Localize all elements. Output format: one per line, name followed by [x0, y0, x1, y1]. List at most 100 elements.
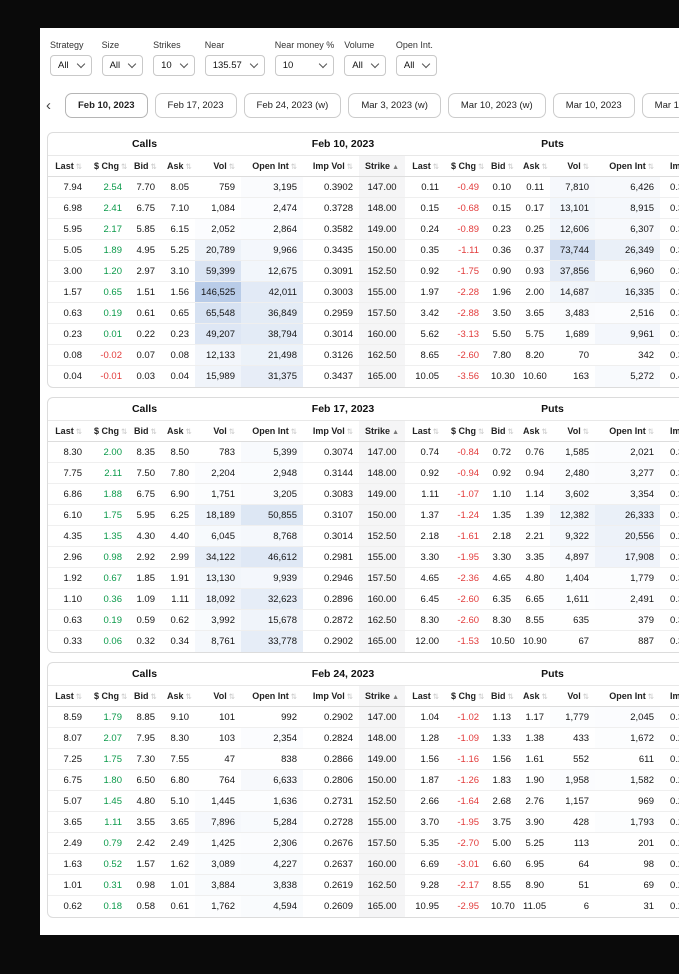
puts-group-header: Puts: [445, 133, 661, 156]
column-header-bid-puts[interactable]: Bid ⇅: [485, 421, 518, 442]
sort-icon: ⇅: [75, 162, 82, 171]
column-header-ask-puts[interactable]: Ask ⇅: [517, 421, 551, 442]
column-header-bid-puts[interactable]: Bid ⇅: [485, 686, 518, 707]
column-header-vol[interactable]: Vol ⇅: [195, 156, 241, 177]
sort-icon: ⇅: [228, 427, 235, 436]
sort-icon: ⇅: [432, 162, 440, 171]
filter-label: Size: [101, 40, 120, 50]
filter-select-strikes[interactable]: 10: [153, 55, 195, 76]
filter-select-near-money[interactable]: 10: [274, 55, 335, 76]
filter-value: All: [352, 60, 363, 71]
tab-mar-10-2023-w[interactable]: Mar 10, 2023 (w): [447, 93, 546, 118]
sort-icon: ⇅: [346, 162, 353, 171]
table-row: 2.96 0.98 2.92 2.99 34,122 46,612 0.2981 155.00…: [48, 547, 679, 568]
chevron-down-icon: [370, 59, 380, 69]
tab-bar: ‹ Feb 10, 2023 Feb 17, 2023 Feb 24, 2023 (…: [44, 93, 679, 118]
column-header-last-puts[interactable]: Last ⇅: [405, 686, 446, 707]
column-header-vol[interactable]: Vol ⇅: [195, 421, 241, 442]
column-header-open-int[interactable]: Open Int ⇅: [241, 156, 303, 177]
column-header-chg-puts[interactable]: $ Chg ⇅: [445, 156, 486, 177]
column-header-chg[interactable]: $ Chg ⇅: [88, 686, 128, 707]
sort-icon: ⇅: [121, 427, 128, 436]
table-corner-cell: [660, 133, 679, 156]
column-header-chg-puts[interactable]: $ Chg ⇅: [445, 686, 486, 707]
tab-mar-17-2023[interactable]: Mar 17, 2023: [641, 93, 679, 118]
column-header-imp-vol[interactable]: Imp Vol ⇅: [303, 156, 359, 177]
column-header-bid-puts[interactable]: Bid ⇅: [485, 156, 518, 177]
column-header-imp-vol[interactable]: Imp Vol ⇅: [303, 686, 359, 707]
column-header-ask[interactable]: Ask ⇅: [161, 156, 195, 177]
sort-icon: ⇅: [647, 162, 655, 171]
column-header-imp-vol-puts[interactable]: Imp Vol⇅: [660, 686, 679, 707]
column-header-last[interactable]: Last ⇅: [48, 686, 88, 707]
column-header-imp-vol[interactable]: Imp Vol ⇅: [303, 421, 359, 442]
column-header-vol-puts[interactable]: Vol ⇅: [550, 421, 596, 442]
tables: Calls Feb 10, 2023 Puts Last ⇅ $ Chg ⇅ Bid ⇅ Ask ⇅…: [47, 132, 679, 918]
table-row: 1.92 0.67 1.85 1.91 13,130 9,939 0.2946 157.50 4…: [48, 568, 679, 589]
table-row: 2.49 0.79 2.42 2.49 1,425 2,306 0.2676 157.50 5.…: [48, 833, 679, 854]
column-header-strike[interactable]: Strike ▲: [359, 156, 405, 177]
column-header-open-int-puts[interactable]: Open Int ⇅: [595, 421, 661, 442]
sort-icon: ⇅: [228, 692, 235, 701]
sort-icon: ⇅: [432, 427, 440, 436]
filter-select-size[interactable]: All: [101, 55, 144, 76]
column-header-vol[interactable]: Vol ⇅: [195, 686, 241, 707]
column-header-ask-puts[interactable]: Ask ⇅: [517, 156, 551, 177]
column-header-vol-puts[interactable]: Vol ⇅: [550, 686, 596, 707]
filter-select-near[interactable]: 135.57: [204, 55, 265, 76]
column-header-ask[interactable]: Ask ⇅: [161, 421, 195, 442]
filter-group-near: Near 135.57: [204, 40, 265, 76]
column-header-strike[interactable]: Strike ▲: [359, 421, 405, 442]
column-header-last[interactable]: Last ⇅: [48, 156, 88, 177]
table-row: 1.57 0.65 1.51 1.56 146,525 42,011 0.3003 155.0…: [48, 282, 679, 303]
filter-group-strikes: Strikes 10: [153, 40, 195, 76]
options-table-feb-24-2023: Calls Feb 24, 2023 Puts Last ⇅ $ Chg ⇅ Bid ⇅ Ask ⇅…: [47, 662, 679, 918]
filter-label: Near money %: [274, 40, 335, 50]
column-header-imp-vol-puts[interactable]: Imp Vol⇅: [660, 421, 679, 442]
column-header-open-int[interactable]: Open Int ⇅: [241, 421, 303, 442]
column-header-bid[interactable]: Bid ⇅: [128, 156, 161, 177]
column-header-bid[interactable]: Bid ⇅: [128, 421, 161, 442]
tab-feb-17-2023[interactable]: Feb 17, 2023: [154, 93, 237, 118]
column-header-open-int-puts[interactable]: Open Int ⇅: [595, 156, 661, 177]
column-header-bid[interactable]: Bid ⇅: [128, 686, 161, 707]
calls-label: Calls: [131, 403, 158, 415]
column-header-chg[interactable]: $ Chg ⇅: [88, 156, 128, 177]
column-header-strike[interactable]: Strike ▲: [359, 686, 405, 707]
sort-icon: ⇅: [185, 427, 192, 436]
chevron-down-icon: [249, 59, 259, 69]
table-row: 6.98 2.41 6.75 7.10 1,084 2,474 0.3728 148.00 0.…: [48, 198, 679, 219]
tab-mar-3-2023-w[interactable]: Mar 3, 2023 (w): [348, 93, 441, 118]
filter-label: Near: [204, 40, 225, 50]
sort-icon: ⇅: [541, 162, 548, 171]
column-header-chg-puts[interactable]: $ Chg ⇅: [445, 421, 486, 442]
puts-group-header: Puts: [445, 663, 661, 686]
table-corner-cell: [660, 398, 679, 421]
column-header-last-puts[interactable]: Last ⇅: [405, 421, 446, 442]
sort-icon: ⇅: [75, 692, 82, 701]
column-header-open-int[interactable]: Open Int ⇅: [241, 686, 303, 707]
table-corner-cell: [660, 663, 679, 686]
column-header-ask[interactable]: Ask ⇅: [161, 686, 195, 707]
column-header-last-puts[interactable]: Last ⇅: [405, 156, 446, 177]
sort-icon: ⇅: [121, 162, 128, 171]
column-header-chg[interactable]: $ Chg ⇅: [88, 421, 128, 442]
tab-feb-24-2023-w[interactable]: Feb 24, 2023 (w): [243, 93, 342, 118]
chevron-down-icon: [127, 59, 137, 69]
column-header-open-int-puts[interactable]: Open Int ⇅: [595, 686, 661, 707]
column-header-last[interactable]: Last ⇅: [48, 421, 88, 442]
tabs-scroll-left-button[interactable]: ‹: [46, 97, 51, 114]
table-row: 1.10 0.36 1.09 1.11 18,092 32,623 0.2896 160.00…: [48, 589, 679, 610]
column-header-ask-puts[interactable]: Ask ⇅: [517, 686, 551, 707]
table-row: 6.75 1.80 6.50 6.80 764 6,633 0.2806 150.00 1.87…: [48, 770, 679, 791]
filter-select-volume[interactable]: All: [344, 55, 386, 76]
filter-select-open-int[interactable]: All: [395, 55, 438, 76]
expiration-date-header: Feb 17, 2023: [241, 398, 446, 421]
sort-icon: ⇅: [346, 692, 353, 701]
column-header-vol-puts[interactable]: Vol ⇅: [550, 156, 596, 177]
column-header-imp-vol-puts[interactable]: Imp Vol⇅: [660, 156, 679, 177]
puts-label: Puts: [541, 403, 564, 415]
tab-feb-10-2023[interactable]: Feb 10, 2023: [65, 93, 148, 118]
tab-mar-10-2023[interactable]: Mar 10, 2023: [552, 93, 635, 118]
filter-select-strategy[interactable]: All: [50, 55, 92, 76]
